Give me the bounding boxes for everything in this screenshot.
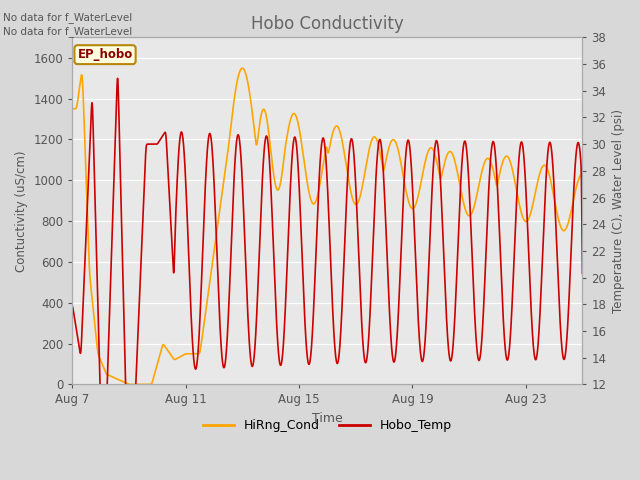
Text: EP_hobo: EP_hobo (77, 48, 132, 61)
Text: No data for f_WaterLevel: No data for f_WaterLevel (3, 12, 132, 23)
Legend: HiRng_Cond, Hobo_Temp: HiRng_Cond, Hobo_Temp (198, 414, 457, 437)
Title: Hobo Conductivity: Hobo Conductivity (251, 15, 404, 33)
Text: No data for f_WaterLevel: No data for f_WaterLevel (3, 26, 132, 37)
Y-axis label: Temperature (C), Water Level (psi): Temperature (C), Water Level (psi) (612, 109, 625, 313)
Y-axis label: Contuctivity (uS/cm): Contuctivity (uS/cm) (15, 150, 28, 272)
X-axis label: Time: Time (312, 412, 343, 425)
